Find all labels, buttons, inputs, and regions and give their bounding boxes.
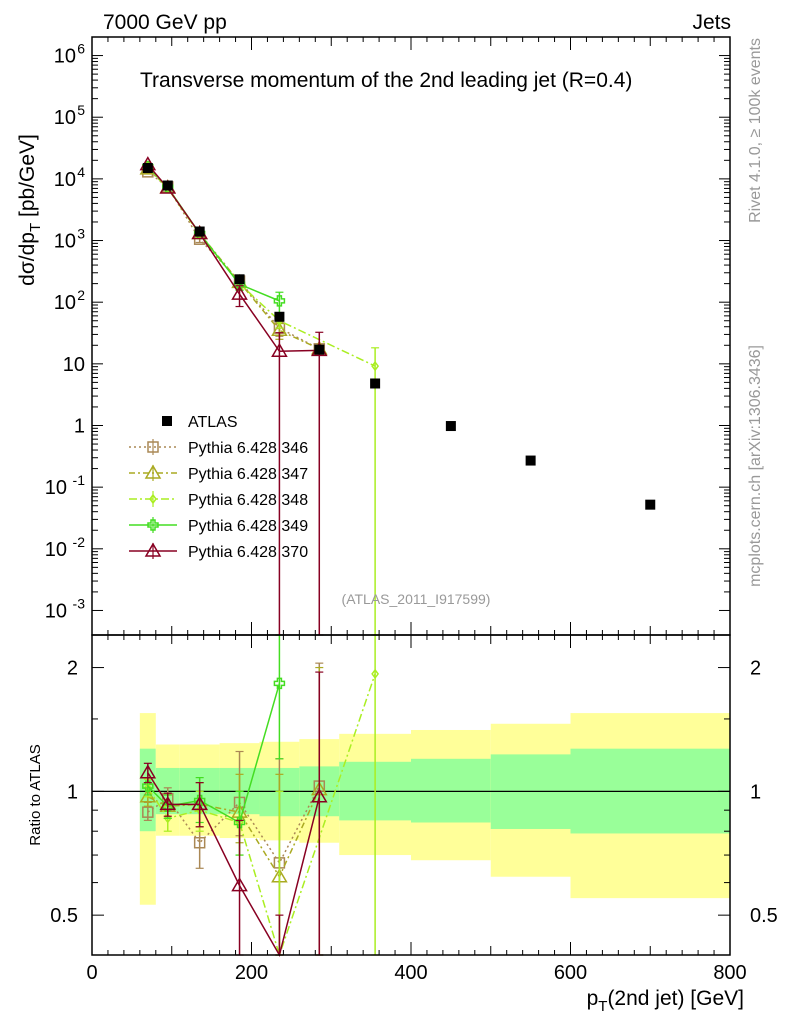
ratio-series-4-point	[310, 788, 328, 803]
main-y-tick-exponent: -3	[73, 595, 86, 611]
ratio-series-0-point	[193, 836, 206, 849]
atlas-data-point	[445, 421, 456, 432]
ratio-series-4-point	[139, 764, 157, 779]
legend-label-atlas: ATLAS	[188, 414, 238, 431]
main-y-tick-label: 10	[45, 600, 67, 622]
main-series-0-line	[147, 171, 320, 350]
ratio-series-4-point	[191, 795, 208, 811]
ratio-y-axis-label: Ratio to ATLAS	[27, 744, 44, 845]
ratio-series-0-point	[142, 806, 154, 818]
ratio-series-4-point	[159, 795, 177, 811]
ratio-series-4-point	[231, 877, 248, 892]
x-tick-label: 800	[713, 962, 746, 984]
ratio-series-3-point	[142, 780, 154, 792]
main-panel	[139, 156, 656, 636]
atlas-data-point	[274, 311, 285, 322]
main-y-tick-label: 10	[54, 169, 76, 191]
legend-marker	[149, 493, 157, 505]
ratio-panel	[92, 634, 730, 958]
main-y-tick-label: 10	[45, 539, 67, 561]
main-series-3-point	[273, 295, 286, 307]
atlas-data-point	[162, 180, 173, 191]
atlas-data-point	[314, 344, 325, 355]
atlas-data-point	[234, 274, 245, 285]
beam-label: 7000 GeV pp	[103, 11, 227, 34]
ratio-series-2-point	[371, 668, 380, 680]
x-tick-label: 0	[86, 962, 97, 984]
x-tick-label: 400	[394, 962, 427, 984]
x-axis-label: pT(2nd jet) [GeV]	[587, 987, 744, 1015]
main-series-4-point	[231, 285, 248, 300]
atlas-data-point	[370, 378, 381, 389]
main-y-tick-exponent: -1	[73, 472, 86, 488]
legend-atlas-marker	[162, 416, 172, 426]
ratio-series-3-point	[233, 816, 246, 829]
main-series-2-line	[147, 166, 376, 367]
ratio-y-tick-label: 2	[67, 658, 78, 680]
main-y-tick-label: 10	[54, 292, 76, 314]
x-tick-label: 600	[554, 962, 587, 984]
plot-title: Transverse momentum of the 2nd leading j…	[140, 69, 632, 92]
mcplots-credit: mcplots.cern.ch [arXiv:1306.3436]	[747, 345, 764, 587]
legend-marker	[147, 519, 159, 531]
main-y-tick-exponent: 6	[77, 41, 85, 57]
main-y-tick-label: 10	[54, 46, 76, 68]
ratio-y-tick-label-right: 2	[750, 658, 761, 680]
rivet-version-label: Rivet 4.1.0, ≥ 100k events	[747, 38, 764, 223]
atlas-data-point	[142, 163, 153, 174]
legend-marker	[144, 542, 162, 557]
x-tick-label: 200	[235, 962, 268, 984]
ratio-series-4-line	[147, 772, 321, 957]
uncertainty-band-inner	[411, 758, 491, 823]
legend-marker	[144, 464, 162, 479]
legend-marker	[147, 441, 159, 453]
main-y-tick-exponent: 2	[77, 287, 85, 303]
legend-label: Pythia 6.428 347	[188, 466, 308, 483]
atlas-data-point	[645, 499, 656, 510]
ratio-series-2-point	[163, 813, 172, 824]
main-y-tick-exponent: 4	[77, 164, 85, 180]
ratio-series-0-line	[147, 785, 320, 865]
legend-label: Pythia 6.428 349	[188, 518, 308, 535]
process-label: Jets	[692, 11, 731, 34]
legend-label: Pythia 6.428 370	[188, 544, 308, 561]
main-y-tick-label: 1	[74, 415, 85, 437]
main-y-tick-label: 10	[63, 354, 85, 376]
main-y-tick-label: 10	[54, 231, 76, 253]
main-y-tick-label: 10	[54, 107, 76, 129]
ratio-y-tick-label: 0.5	[50, 905, 78, 927]
ratio-y-tick-label-right: 0.5	[750, 905, 778, 927]
ratio-y-tick-label-right: 1	[750, 781, 761, 803]
ratio-series-3-point	[193, 794, 206, 807]
main-series-2-point	[371, 360, 380, 372]
main-y-tick-exponent: 3	[77, 226, 85, 242]
atlas-data-point	[194, 226, 205, 237]
main-y-tick-exponent: 5	[77, 102, 85, 118]
main-y-tick-label: 10	[45, 477, 67, 499]
main-series-4-point	[271, 342, 288, 358]
atlas-data-point	[525, 455, 536, 466]
legend: ATLAS Pythia 6.428 346 Pythia 6.428 347 Pyt…	[129, 414, 308, 561]
ratio-series-3-point	[273, 677, 286, 690]
legend-label: Pythia 6.428 348	[188, 492, 308, 509]
legend-label: Pythia 6.428 346	[188, 440, 308, 457]
analysis-tag: (ATLAS_2011_I917599)	[342, 591, 491, 607]
ratio-y-tick-label: 1	[67, 781, 78, 803]
ratio-series-1-point	[139, 788, 157, 803]
main-y-tick-exponent: -2	[73, 534, 86, 550]
main-y-axis-label: dσ/dpT [pb/GeV]	[16, 134, 44, 286]
